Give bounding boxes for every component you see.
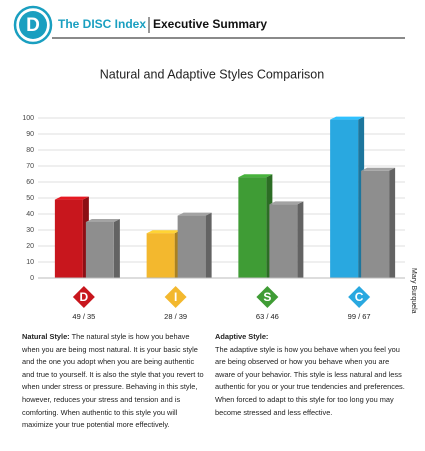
y-tick-label: 10 bbox=[26, 259, 34, 266]
category-letter: I bbox=[174, 290, 177, 304]
bar-side bbox=[297, 201, 304, 278]
category-label: 63 / 46 bbox=[256, 312, 279, 321]
category-label: 99 / 67 bbox=[348, 312, 371, 321]
category-letter: S bbox=[263, 290, 271, 304]
bar bbox=[361, 170, 390, 278]
bar-top bbox=[85, 219, 120, 222]
y-tick-label: 40 bbox=[26, 211, 34, 218]
bar-top bbox=[269, 201, 304, 205]
category-diamond bbox=[70, 283, 97, 311]
header-subtitle: Executive Summary bbox=[153, 17, 267, 31]
bar-top bbox=[177, 212, 212, 216]
bar-side bbox=[113, 219, 120, 278]
y-tick-label: 90 bbox=[26, 131, 34, 138]
bar-top bbox=[330, 116, 365, 120]
bar bbox=[269, 204, 298, 278]
category-diamond bbox=[254, 283, 281, 311]
category-label: 28 / 39 bbox=[164, 312, 187, 321]
natural-text: Natural Style: The natural style is how … bbox=[22, 331, 208, 432]
bar bbox=[177, 215, 206, 278]
header-title: The DISC Index bbox=[58, 17, 146, 31]
chart-title: Natural and Adaptive Styles Comparison bbox=[100, 67, 324, 81]
category-label: 49 / 35 bbox=[72, 312, 95, 321]
category-diamond bbox=[162, 283, 189, 311]
y-tick-label: 80 bbox=[26, 147, 34, 154]
category-letter: D bbox=[80, 290, 89, 304]
adaptive-text: Adaptive Style: The adaptive style is how… bbox=[215, 331, 407, 419]
y-tick-label: 50 bbox=[26, 195, 34, 202]
y-tick-label: 70 bbox=[26, 163, 34, 170]
bar-top bbox=[238, 174, 273, 178]
side-name: Mary Burquela bbox=[410, 268, 417, 314]
bar bbox=[238, 177, 267, 278]
logo-letter: D bbox=[26, 15, 40, 36]
y-tick-label: 60 bbox=[26, 179, 34, 186]
y-tick-label: 30 bbox=[26, 227, 34, 234]
natural-body: The natural style is how you behave when… bbox=[22, 332, 204, 430]
bar bbox=[330, 119, 359, 278]
logo bbox=[19, 11, 47, 39]
bar bbox=[54, 199, 83, 278]
adaptive-body: The adaptive style is how you behave whe… bbox=[215, 344, 405, 417]
y-tick-label: 0 bbox=[30, 275, 34, 282]
category-letter: C bbox=[355, 290, 364, 304]
y-tick-label: 20 bbox=[26, 243, 34, 250]
category-diamond bbox=[346, 283, 373, 311]
bar-top bbox=[361, 167, 396, 171]
bar-top bbox=[54, 196, 89, 200]
bar-top bbox=[146, 230, 181, 234]
y-tick-label: 100 bbox=[22, 115, 34, 122]
bar bbox=[85, 222, 114, 278]
bar bbox=[146, 233, 175, 278]
bar-side bbox=[389, 167, 396, 278]
adaptive-heading: Adaptive Style: bbox=[215, 332, 269, 341]
bar-side bbox=[205, 212, 212, 278]
natural-heading: Natural Style: bbox=[22, 332, 70, 341]
